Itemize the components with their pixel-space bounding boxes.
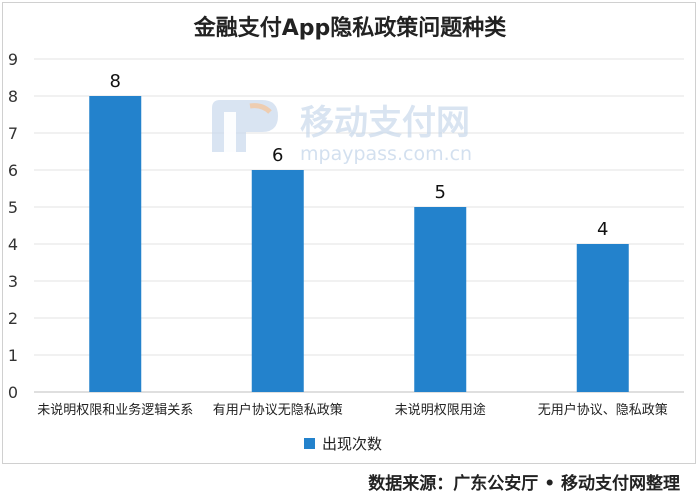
y-tick-label: 0 (8, 383, 18, 402)
category-label: 未说明权限和业务逻辑关系 (37, 402, 193, 418)
y-tick-label: 9 (8, 50, 18, 69)
bar (576, 244, 629, 392)
grid-lines (34, 58, 684, 393)
source-note: 数据来源：广东公安厅 • 移动支付网整理 (368, 474, 680, 494)
watermark: 移动支付网 mpaypass.com.cn (212, 100, 472, 165)
y-tick-label: 2 (8, 309, 18, 328)
y-tick-label: 7 (8, 124, 18, 143)
data-label: 8 (110, 71, 121, 92)
bar (89, 96, 142, 392)
y-tick-label: 4 (8, 235, 18, 254)
data-labels: 8 6 5 4 (110, 71, 609, 240)
category-label: 有用户协议无隐私政策 (213, 402, 343, 418)
legend-swatch (304, 438, 315, 449)
bar (251, 170, 304, 392)
y-axis-ticks: 0 1 2 3 4 5 6 7 8 9 (8, 50, 18, 402)
data-label: 4 (597, 219, 608, 240)
data-label: 6 (272, 145, 283, 166)
y-tick-label: 3 (8, 272, 18, 291)
legend-label: 出现次数 (322, 435, 382, 453)
watermark-name: 移动支付网 (300, 103, 470, 143)
category-label: 未说明权限用途 (395, 402, 486, 418)
chart-title: 金融支付App隐私政策问题种类 (193, 16, 507, 41)
category-label: 无用户协议、隐私政策 (538, 402, 668, 418)
legend: 出现次数 (304, 435, 382, 453)
y-tick-label: 6 (8, 161, 18, 180)
watermark-logo-icon (212, 100, 278, 152)
y-tick-label: 8 (8, 87, 18, 106)
category-labels: 未说明权限和业务逻辑关系 有用户协议无隐私政策 未说明权限用途 无用户协议、隐私政策 (37, 402, 668, 418)
y-tick-label: 5 (8, 198, 18, 217)
watermark-url: mpaypass.com.cn (300, 143, 472, 165)
bars (89, 96, 629, 392)
bar (414, 207, 467, 392)
chart-frame (2, 2, 696, 464)
y-tick-label: 1 (8, 346, 18, 365)
data-label: 5 (435, 182, 446, 203)
